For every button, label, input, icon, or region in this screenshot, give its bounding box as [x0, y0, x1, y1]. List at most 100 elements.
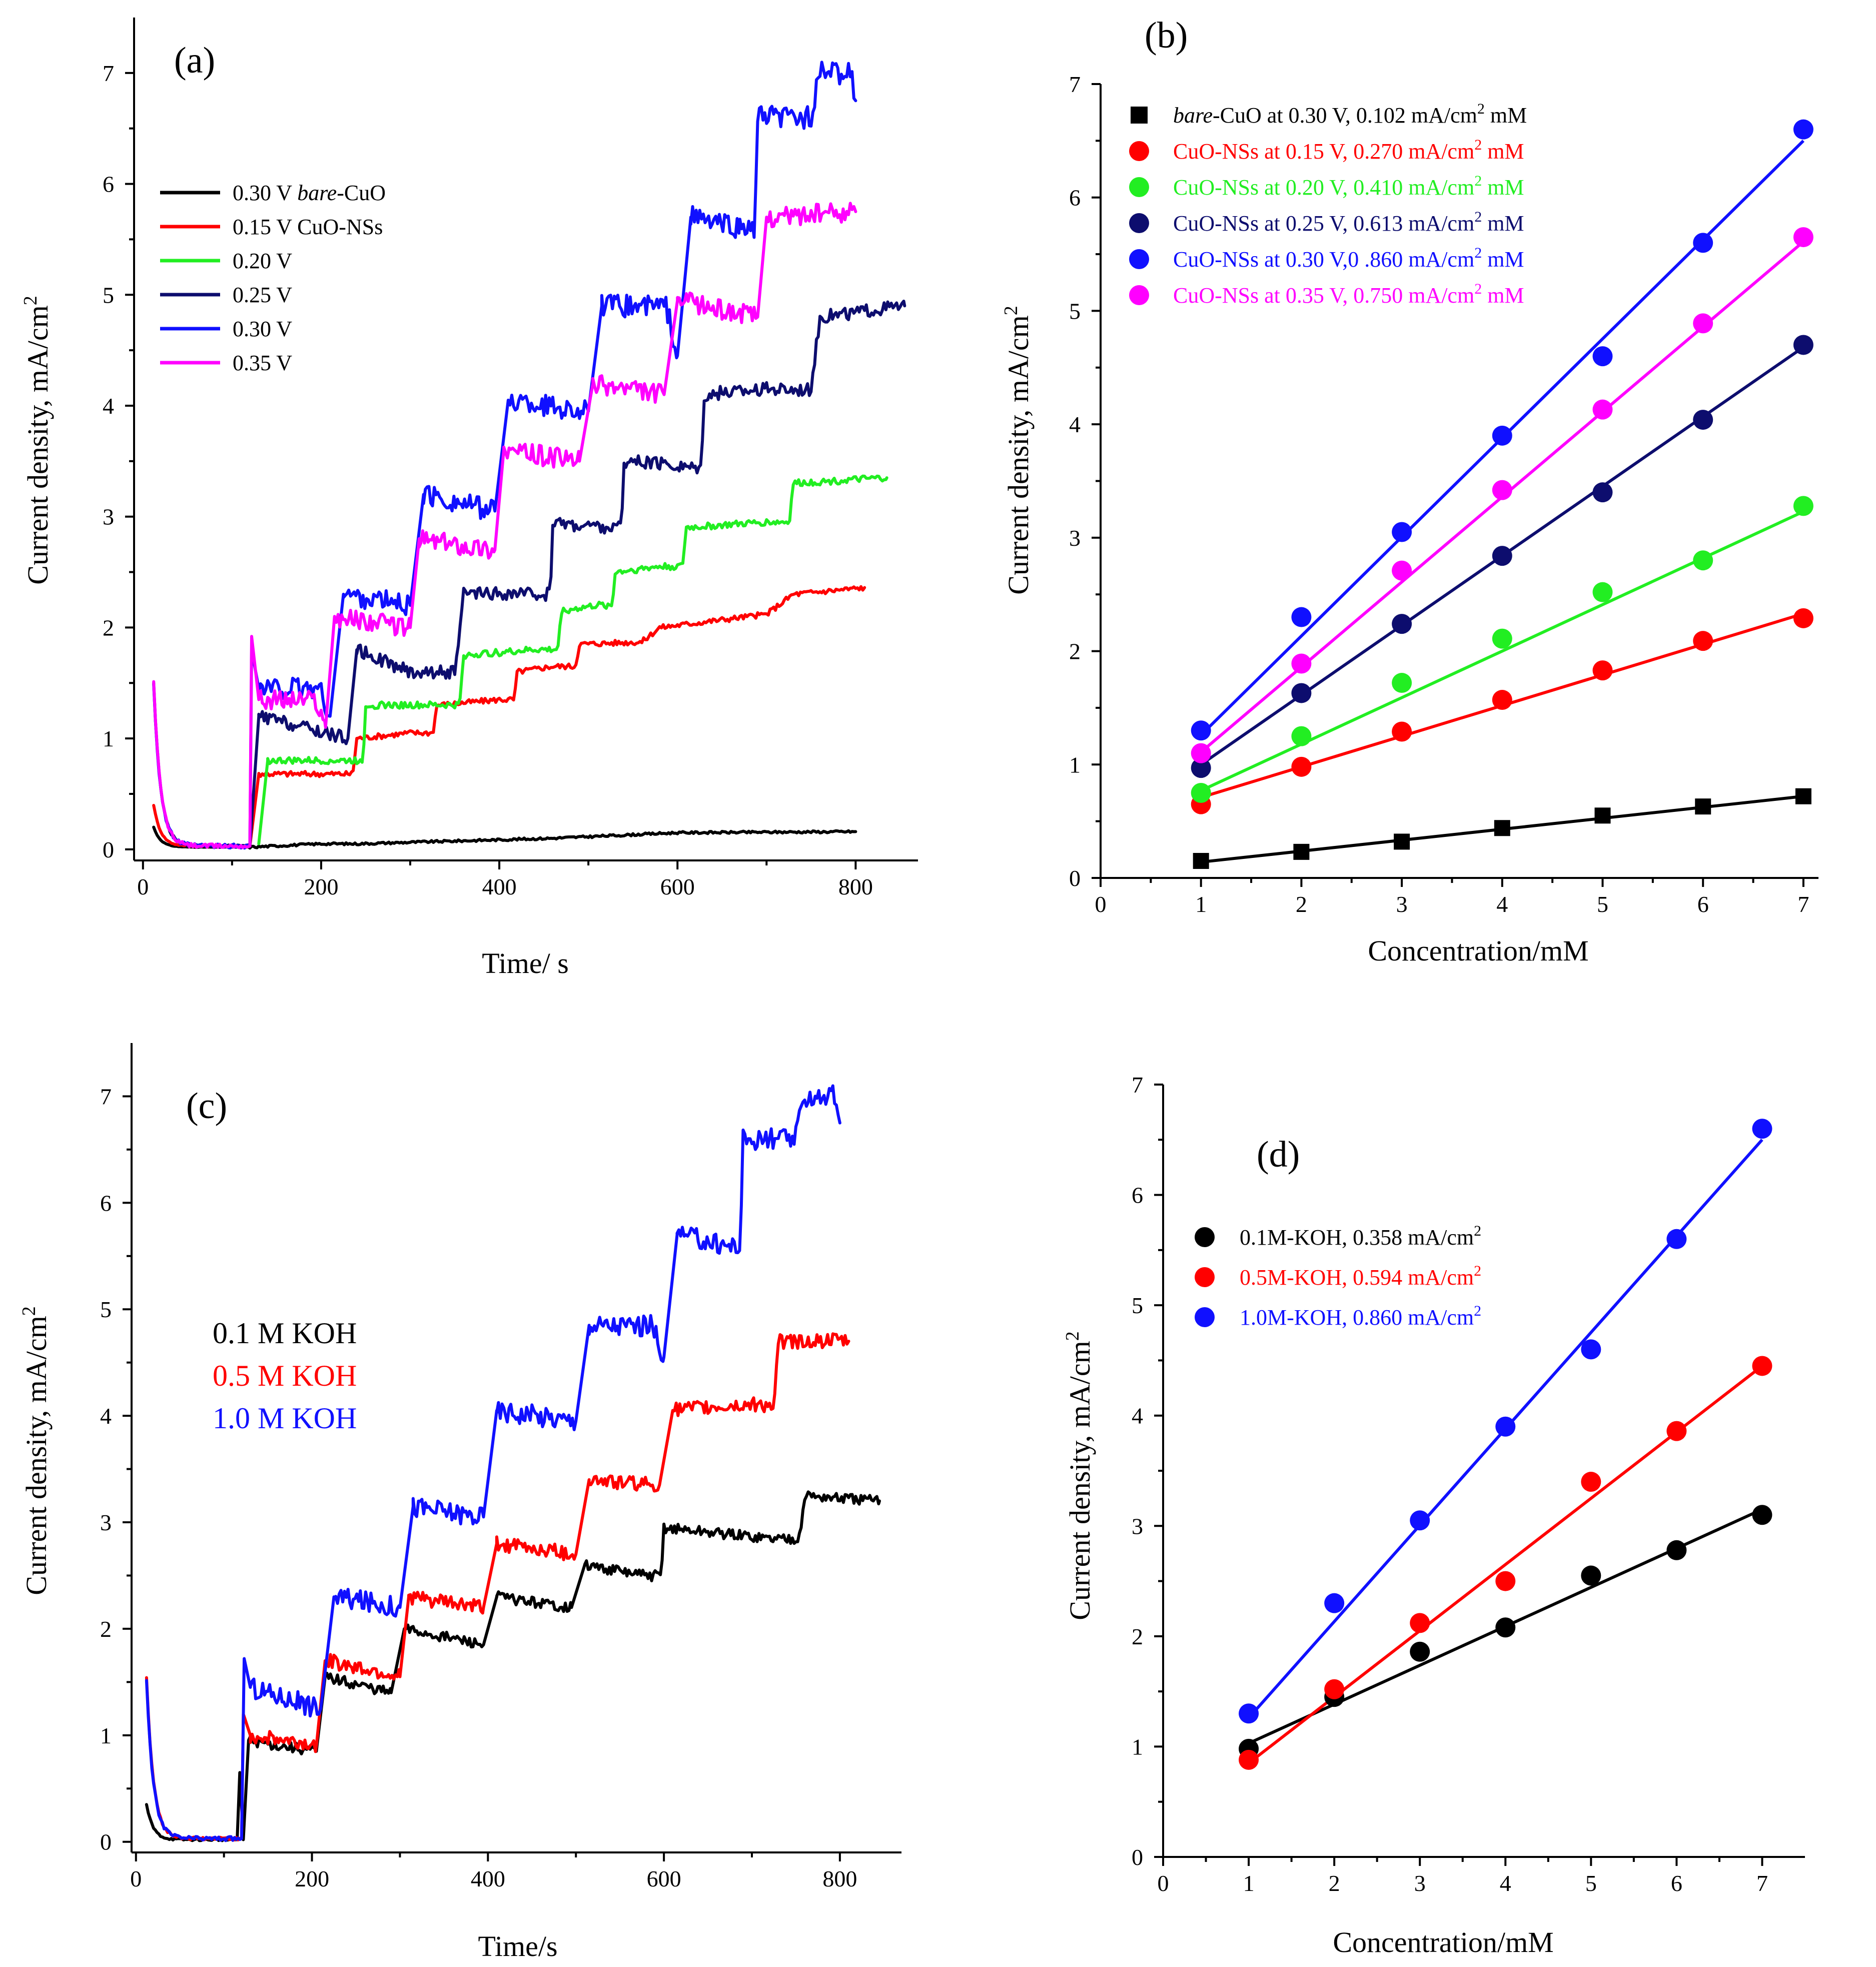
legend-entry: bare-CuO at 0.30 V, 0.102 mA/cm2 mM: [1131, 101, 1527, 128]
data-point: [1693, 631, 1713, 651]
series-trace: [152, 300, 906, 849]
legend-label: 1.0 M KOH: [213, 1402, 357, 1435]
x-tick-label: 5: [1585, 1870, 1597, 1896]
legend-label: 1.0M-KOH, 0.860 mA/cm2: [1240, 1303, 1481, 1330]
x-tick-label: 7: [1756, 1870, 1768, 1896]
y-tick-label: 0: [103, 837, 114, 862]
x-tick-label: 7: [1797, 891, 1809, 917]
data-point: [1392, 522, 1412, 542]
data-point: [1592, 346, 1613, 367]
data-point: [1492, 628, 1512, 649]
legend-entry: CuO-NSs at 0.25 V, 0.613 mA/cm2 mM: [1129, 209, 1524, 236]
panel-c-chart: 0 200 400 600 800 0 1 2 3 4 5 6 7 Time/s Current den…: [19, 1043, 901, 1962]
x-tick-label: 800: [838, 874, 873, 899]
legend-circle-marker: [1129, 249, 1149, 269]
series-trace: [152, 202, 857, 849]
data-point: [1193, 852, 1209, 869]
legend-entry: CuO-NSs at 0.15 V, 0.270 mA/cm2 mM: [1129, 137, 1524, 164]
data-point: [1410, 1641, 1430, 1662]
y-tick-label: 2: [1132, 1624, 1143, 1649]
legend-circle-marker: [1129, 141, 1149, 161]
data-point: [1291, 683, 1312, 703]
data-point: [1191, 743, 1211, 763]
y-tick-label: 1: [100, 1723, 112, 1748]
y-tick-label: 4: [100, 1403, 112, 1429]
y-tick-label: 1: [1132, 1734, 1143, 1759]
data-point: [1592, 482, 1613, 503]
data-point: [1191, 758, 1211, 778]
series-trace: [152, 585, 866, 848]
y-tick-label: 4: [1132, 1403, 1143, 1429]
data-point: [1293, 843, 1310, 860]
legend-label: 0.5M-KOH, 0.594 mA/cm2: [1240, 1263, 1481, 1290]
legend-entry: CuO-NSs at 0.35 V, 0.750 mA/cm2 mM: [1129, 281, 1524, 308]
panel-c-label: (c): [186, 1086, 227, 1127]
data-point: [1494, 820, 1510, 836]
y-tick-label: 4: [1069, 412, 1081, 437]
data-point: [1795, 788, 1811, 804]
y-tick-label: 3: [1069, 525, 1081, 551]
data-point: [1291, 726, 1312, 746]
panel-d-label: (d): [1257, 1134, 1300, 1175]
legend-entry: 0.20 V: [160, 249, 292, 273]
series-trace: [152, 825, 857, 850]
legend-label: 0.20 V: [233, 249, 292, 273]
legend-circle-marker: [1129, 285, 1149, 305]
x-tick-label: 6: [1671, 1870, 1682, 1896]
y-tick-label: 7: [100, 1084, 112, 1109]
legend-label: CuO-NSs at 0.35 V, 0.750 mA/cm2 mM: [1173, 281, 1524, 308]
legend-circle-marker: [1195, 1307, 1215, 1327]
data-point: [1495, 1571, 1516, 1591]
y-tick-label: 7: [1132, 1072, 1143, 1098]
data-point: [1392, 673, 1412, 693]
data-point: [1793, 119, 1813, 140]
x-tick-label: 2: [1329, 1870, 1340, 1896]
x-tick-label: 800: [822, 1866, 857, 1891]
legend-label: 0.35 V: [233, 351, 292, 375]
data-point: [1793, 335, 1813, 355]
data-point: [1793, 227, 1813, 248]
y-tick-label: 5: [103, 282, 114, 308]
x-tick-label: 600: [660, 874, 695, 899]
data-point: [1291, 756, 1312, 777]
x-tick-label: 4: [1500, 1870, 1511, 1896]
legend-entry: 0.30 V bare-CuO: [160, 181, 386, 205]
data-point: [1666, 1421, 1687, 1441]
legend-label: 0.25 V: [233, 283, 292, 307]
y-tick-label: 0: [100, 1829, 112, 1855]
panel-d-y-title: Current density, mA/cm2: [1062, 1331, 1096, 1620]
data-point: [1752, 1119, 1772, 1139]
data-point: [1410, 1510, 1430, 1531]
y-tick-label: 1: [103, 726, 114, 751]
y-tick-label: 5: [1132, 1293, 1143, 1318]
data-point: [1392, 721, 1412, 742]
data-point: [1191, 720, 1211, 741]
data-point: [1693, 410, 1713, 430]
legend-entry: 0.35 V: [160, 351, 292, 375]
data-point: [1492, 690, 1512, 710]
legend-label: CuO-NSs at 0.20 V, 0.410 mA/cm2 mM: [1173, 173, 1524, 200]
y-tick-label: 6: [1069, 185, 1081, 211]
x-tick-label: 0: [1158, 1870, 1169, 1896]
y-tick-label: 2: [1069, 639, 1081, 664]
panel-a-legend: 0.30 V bare-CuO 0.15 V CuO-NSs 0.20 V 0.…: [160, 181, 386, 375]
legend-label: 0.30 V bare-CuO: [233, 181, 386, 205]
data-point: [1592, 399, 1613, 420]
data-point: [1752, 1505, 1772, 1525]
legend-entry: CuO-NSs at 0.30 V,0 .860 mA/cm2 mM: [1129, 245, 1524, 272]
data-point: [1392, 560, 1412, 581]
x-tick-label: 0: [130, 1866, 142, 1891]
y-tick-label: 7: [103, 61, 114, 86]
panel-a-x-title: Time/ s: [482, 947, 569, 979]
data-point: [1693, 313, 1713, 334]
legend-entry: 0.15 V CuO-NSs: [160, 215, 383, 239]
data-point: [1793, 496, 1813, 516]
legend-label: 0.1M-KOH, 0.358 mA/cm2: [1240, 1223, 1481, 1250]
data-point: [1492, 425, 1512, 446]
legend-label: 0.5 M KOH: [213, 1359, 357, 1392]
x-tick-label: 3: [1396, 891, 1408, 917]
data-point: [1581, 1339, 1601, 1360]
y-tick-label: 3: [103, 504, 114, 530]
series-trace: [152, 61, 857, 850]
